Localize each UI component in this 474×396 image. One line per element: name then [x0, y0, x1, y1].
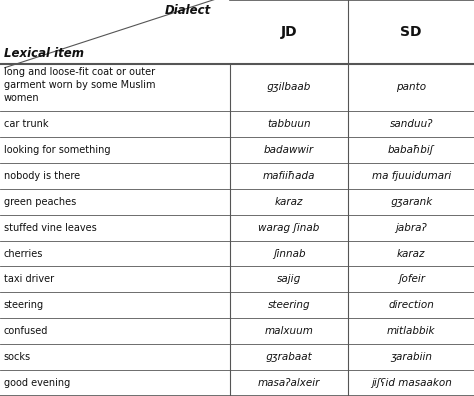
- Text: karaz: karaz: [275, 197, 303, 207]
- Text: karaz: karaz: [397, 249, 426, 259]
- Text: taxi driver: taxi driver: [4, 274, 54, 284]
- Text: sajiɡ: sajiɡ: [277, 274, 301, 284]
- Text: direction: direction: [388, 300, 434, 310]
- Text: masaʔalxeir: masaʔalxeir: [258, 378, 320, 388]
- Text: ɡʒilbaab: ɡʒilbaab: [267, 82, 311, 92]
- Text: ʒarabiin: ʒarabiin: [390, 352, 432, 362]
- Text: stuffed vine leaves: stuffed vine leaves: [4, 223, 97, 232]
- Text: socks: socks: [4, 352, 31, 362]
- Text: ʃofeir: ʃofeir: [398, 274, 425, 284]
- Text: sanduuʔ: sanduuʔ: [390, 119, 433, 129]
- Text: looking for something: looking for something: [4, 145, 110, 155]
- Text: jiʃʕid masaakon: jiʃʕid masaakon: [371, 378, 452, 388]
- Text: SD: SD: [401, 25, 422, 39]
- Text: mafiiħada: mafiiħada: [263, 171, 315, 181]
- Text: car trunk: car trunk: [4, 119, 48, 129]
- Text: badawwir: badawwir: [264, 145, 314, 155]
- Text: Lexical item: Lexical item: [4, 47, 84, 60]
- Text: tabbuun: tabbuun: [267, 119, 311, 129]
- Text: ma fjuuidumari: ma fjuuidumari: [372, 171, 451, 181]
- Text: Dialect: Dialect: [164, 4, 211, 17]
- Text: nobody is there: nobody is there: [4, 171, 80, 181]
- Text: confused: confused: [4, 326, 48, 336]
- Text: cherries: cherries: [4, 249, 43, 259]
- Text: mitlabbik: mitlabbik: [387, 326, 436, 336]
- Text: good evening: good evening: [4, 378, 70, 388]
- Text: malxuum: malxuum: [264, 326, 314, 336]
- Text: steering: steering: [268, 300, 310, 310]
- Text: babaħbiʃ: babaħbiʃ: [388, 145, 434, 155]
- Text: JD: JD: [281, 25, 298, 39]
- Text: green peaches: green peaches: [4, 197, 76, 207]
- Text: long and loose-fit coat or outer
garment worn by some Muslim
women: long and loose-fit coat or outer garment…: [4, 67, 155, 103]
- Text: steering: steering: [4, 300, 44, 310]
- Text: panto: panto: [396, 82, 426, 92]
- Text: ʃinnab: ʃinnab: [273, 249, 305, 259]
- Text: ɡʒarank: ɡʒarank: [390, 197, 432, 207]
- Text: warag ʃinab: warag ʃinab: [258, 223, 320, 232]
- Text: jabraʔ: jabraʔ: [395, 223, 427, 232]
- Text: ɡʒrabaat: ɡʒrabaat: [266, 352, 312, 362]
